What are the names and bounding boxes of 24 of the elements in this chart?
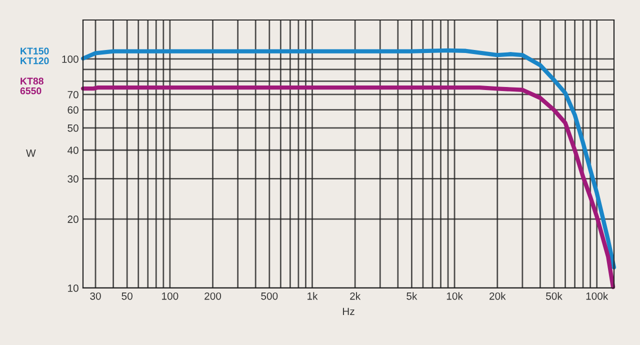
- y-tick-label: 30: [68, 175, 78, 183]
- x-tick-label: 30: [90, 292, 101, 300]
- x-tick-label: 50: [122, 292, 132, 300]
- y-tick-label: 50: [68, 124, 78, 132]
- text: KT88 6550: [20, 78, 44, 94]
- x-tick-label: 20k: [490, 292, 506, 300]
- x-tick-label: 5k: [406, 292, 418, 300]
- y-tick-label: 100: [62, 55, 78, 63]
- x-tick-label: 100: [162, 292, 178, 300]
- y-tick-label: 10: [68, 284, 78, 292]
- x-tick-label: 2k: [350, 292, 361, 300]
- x-axis-title: Hz: [342, 308, 354, 315]
- y-tick-label: 20: [68, 216, 78, 223]
- x-tick-label: 100k: [586, 292, 608, 300]
- y-tick-label: 60: [68, 106, 78, 114]
- y-axis-title: W: [26, 150, 36, 157]
- x-tick-label: 10k: [446, 292, 463, 300]
- x-tick-label: 200: [204, 292, 222, 300]
- y-tick-label: 40: [67, 146, 78, 154]
- x-tick-label: 50k: [546, 292, 562, 300]
- text: KT150 KT120: [20, 48, 49, 64]
- y-tick-label: 70: [68, 90, 78, 98]
- x-tick-label: 500: [261, 292, 278, 300]
- x-tick-label: 1k: [308, 292, 318, 300]
